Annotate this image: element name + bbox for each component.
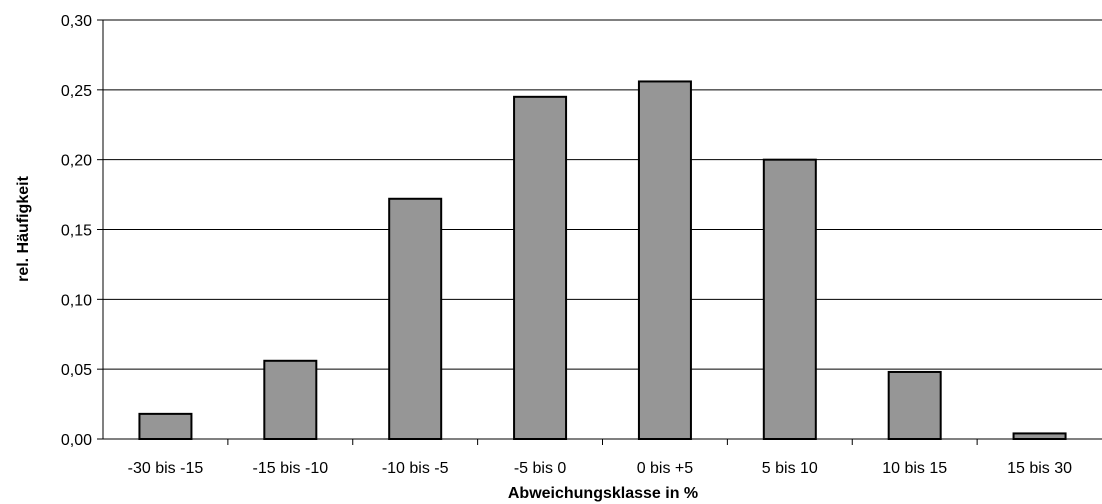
bar: [887, 370, 942, 440]
y-tick-label: 0,10: [61, 292, 92, 309]
bar: [513, 95, 568, 440]
y-tick-labels: 0,00 0,05 0,10 0,15 0,20 0,25 0,30: [61, 13, 92, 449]
y-tick-label: 0,25: [61, 83, 92, 100]
x-tick-label: 10 bis 15: [882, 460, 947, 477]
bar: [263, 359, 318, 440]
x-tick-label: -5 bis 0: [514, 460, 567, 477]
x-tick-label: 5 bis 10: [762, 460, 818, 477]
x-axis-title: Abweichungsklasse in %: [508, 485, 698, 502]
x-tick-label: -10 bis -5: [382, 460, 449, 477]
axes: [97, 19, 1102, 445]
x-tick-labels: -30 bis -15 -15 bis -10 -10 bis -5 -5 bis 0…: [128, 460, 1072, 477]
x-tick-label: -30 bis -15: [128, 460, 204, 477]
bar: [388, 197, 443, 440]
y-tick-label: 0,15: [61, 223, 92, 240]
bar: [1012, 432, 1067, 440]
x-tick-label: -15 bis -10: [253, 460, 329, 477]
x-tick-label: 0 bis +5: [637, 460, 694, 477]
bars: [138, 80, 1067, 441]
bar: [762, 158, 817, 441]
bar: [138, 412, 193, 440]
y-tick-label: 0,20: [61, 153, 92, 170]
x-tick-label: 15 bis 30: [1007, 460, 1072, 477]
gridlines: [103, 19, 1102, 370]
bar: [637, 80, 692, 440]
y-tick-label: 0,30: [61, 13, 92, 30]
y-tick-label: 0,05: [61, 362, 92, 379]
y-tick-label: 0,00: [61, 432, 92, 449]
y-axis-title: rel. Häufigkeit: [15, 175, 32, 281]
